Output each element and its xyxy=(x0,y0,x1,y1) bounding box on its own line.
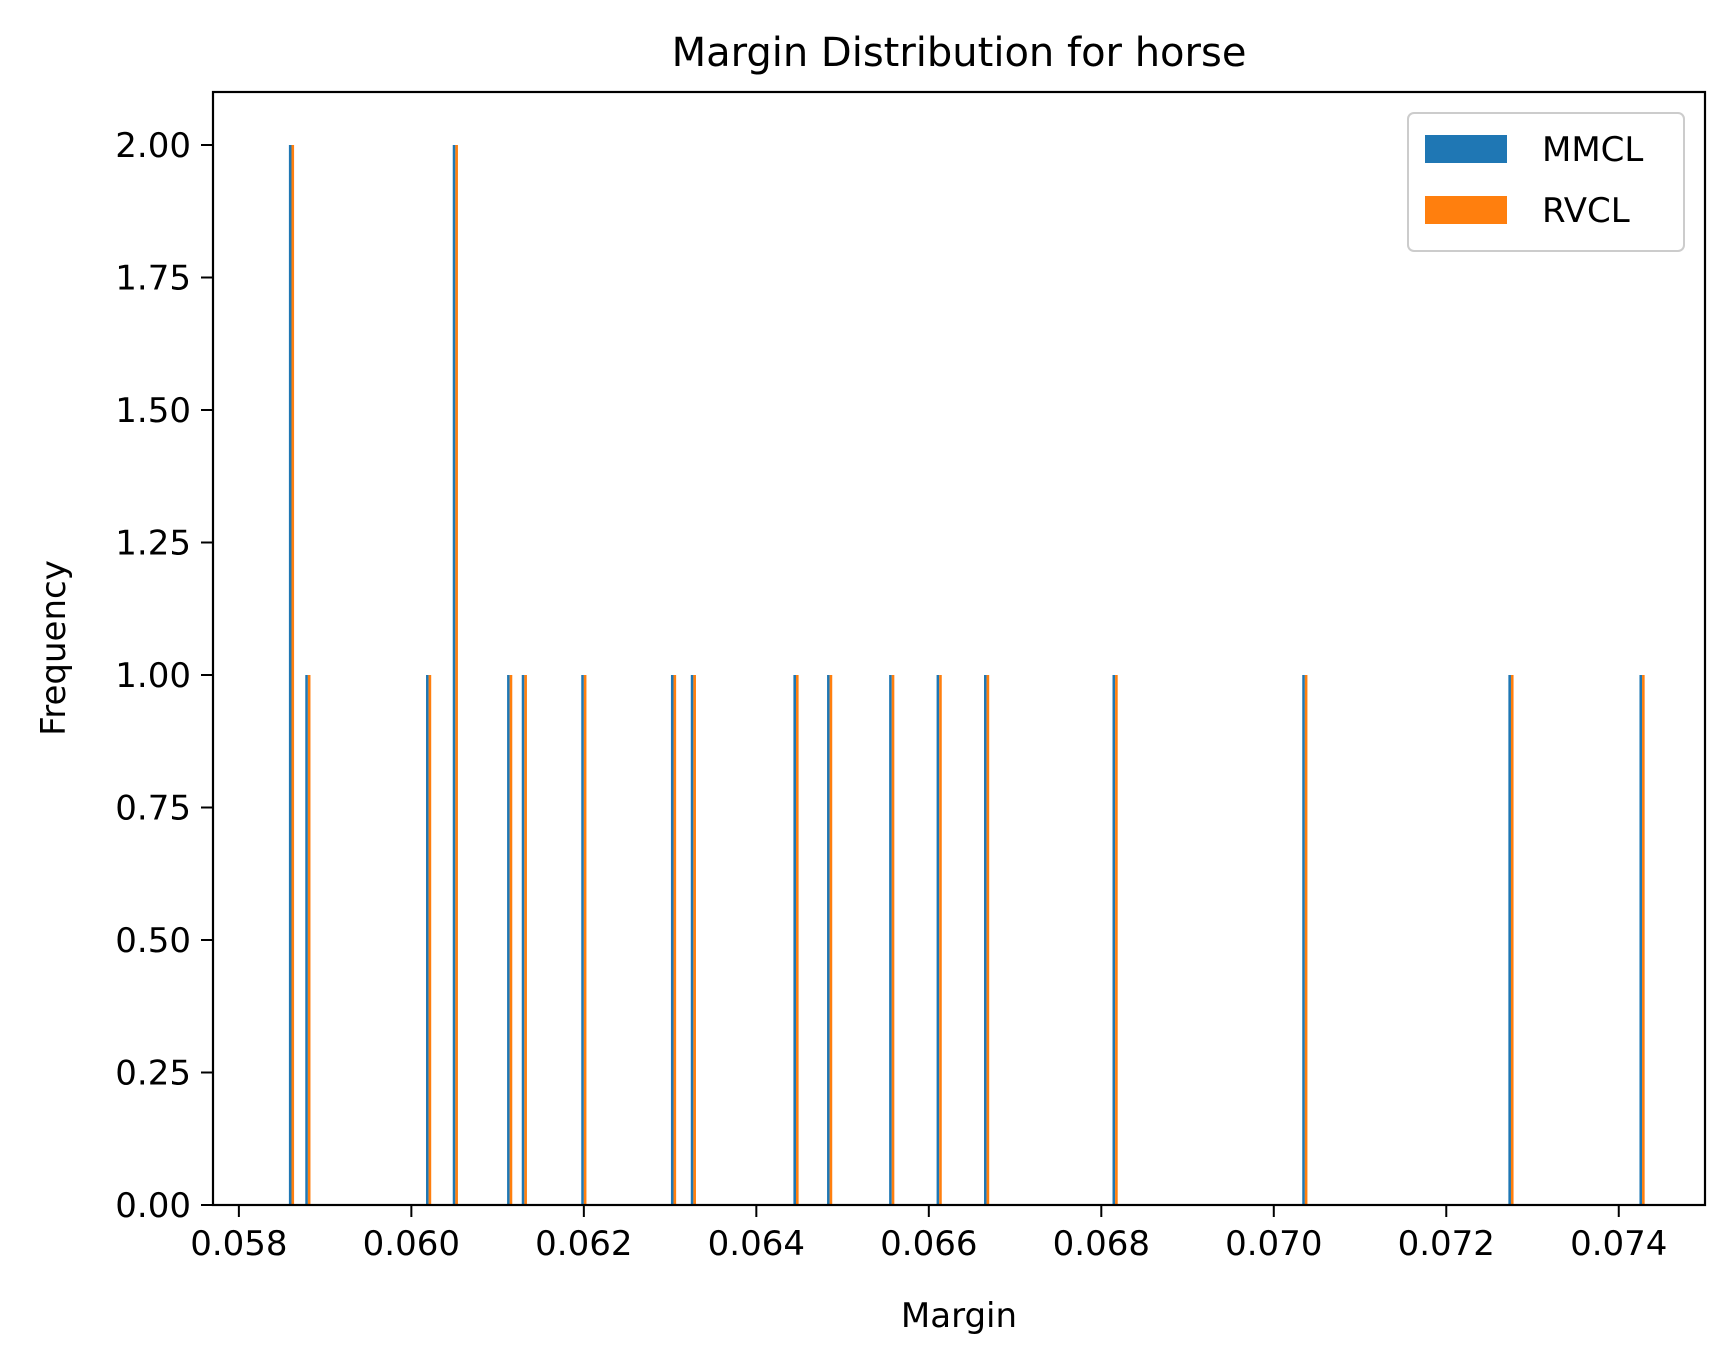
y-tick-label: 0.25 xyxy=(115,1054,191,1094)
bar-rvcl-4 xyxy=(509,675,513,1205)
bar-mmcl-1 xyxy=(305,675,308,1205)
bar-rvcl-17 xyxy=(1642,675,1645,1205)
bar-rvcl-0 xyxy=(291,145,295,1205)
bar-rvcl-7 xyxy=(673,675,677,1205)
bar-rvcl-10 xyxy=(829,675,833,1205)
bar-mmcl-14 xyxy=(1112,675,1116,1205)
bar-mmcl-5 xyxy=(521,675,525,1205)
legend-label-mmcl: MMCL xyxy=(1542,130,1643,170)
bar-mmcl-0 xyxy=(288,145,292,1205)
bar-rvcl-14 xyxy=(1115,675,1118,1205)
bar-mmcl-16 xyxy=(1508,675,1511,1205)
bar-mmcl-8 xyxy=(690,675,694,1205)
bar-mmcl-12 xyxy=(936,675,940,1205)
bar-mmcl-6 xyxy=(581,675,584,1205)
bar-rvcl-15 xyxy=(1304,675,1308,1205)
bar-mmcl-15 xyxy=(1302,675,1305,1205)
bar-rvcl-16 xyxy=(1510,675,1514,1205)
x-tick-label: 0.072 xyxy=(1398,1224,1495,1264)
y-tick-label: 1.50 xyxy=(115,391,191,431)
bar-rvcl-6 xyxy=(583,675,587,1205)
legend: MMCL RVCL xyxy=(1407,112,1685,252)
bar-mmcl-2 xyxy=(426,675,429,1205)
y-tick-label: 0.00 xyxy=(115,1186,191,1226)
x-axis-label: Margin xyxy=(901,1296,1017,1336)
x-tick-label: 0.062 xyxy=(535,1224,632,1264)
y-tick-label: 1.00 xyxy=(115,656,191,696)
x-tick-label: 0.066 xyxy=(880,1224,977,1264)
bar-rvcl-13 xyxy=(986,675,990,1205)
y-axis-label: Frequency xyxy=(34,560,74,736)
bar-mmcl-7 xyxy=(670,675,674,1205)
x-tick-label: 0.058 xyxy=(190,1224,287,1264)
x-axis: 0.058 0.060 0.062 0.064 0.066 0.068 0.070 0.072… xyxy=(190,1205,1667,1264)
x-tick-label: 0.068 xyxy=(1053,1224,1150,1264)
bar-mmcl-11 xyxy=(889,675,892,1205)
bar-mmcl-9 xyxy=(793,675,797,1205)
y-tick-label: 1.75 xyxy=(115,259,191,299)
bar-rvcl-1 xyxy=(307,675,311,1205)
plot-frame xyxy=(211,90,1707,1207)
x-tick-label: 0.064 xyxy=(708,1224,805,1264)
bar-rvcl-8 xyxy=(693,675,696,1205)
y-tick-label: 0.75 xyxy=(115,789,191,829)
bar-rvcl-12 xyxy=(939,675,942,1205)
bar-rvcl-9 xyxy=(796,675,799,1205)
x-tick-label: 0.070 xyxy=(1225,1224,1322,1264)
chart-title: Margin Distribution for horse xyxy=(672,30,1247,76)
x-tick-label: 0.060 xyxy=(363,1224,460,1264)
bar-mmcl-4 xyxy=(507,675,510,1205)
legend-swatch-mmcl xyxy=(1425,135,1507,163)
legend-swatch-rvcl xyxy=(1425,196,1507,224)
bars-layer xyxy=(288,145,1645,1205)
bar-rvcl-11 xyxy=(891,675,895,1205)
bar-mmcl-10 xyxy=(827,675,830,1205)
bar-rvcl-2 xyxy=(428,675,432,1205)
bar-mmcl-17 xyxy=(1639,675,1643,1205)
y-tick-label: 0.50 xyxy=(115,921,191,961)
y-tick-label: 1.25 xyxy=(115,524,191,564)
bar-rvcl-5 xyxy=(524,675,527,1205)
bar-rvcl-3 xyxy=(455,145,458,1205)
legend-label-rvcl: RVCL xyxy=(1542,191,1630,231)
y-tick-label: 2.00 xyxy=(115,126,191,166)
x-tick-label: 0.074 xyxy=(1570,1224,1667,1264)
bar-mmcl-13 xyxy=(984,675,987,1205)
bar-mmcl-3 xyxy=(452,145,456,1205)
y-axis: 0.00 0.25 0.50 0.75 1.00 1.25 1.50 1.75 2.00 xyxy=(115,126,213,1226)
